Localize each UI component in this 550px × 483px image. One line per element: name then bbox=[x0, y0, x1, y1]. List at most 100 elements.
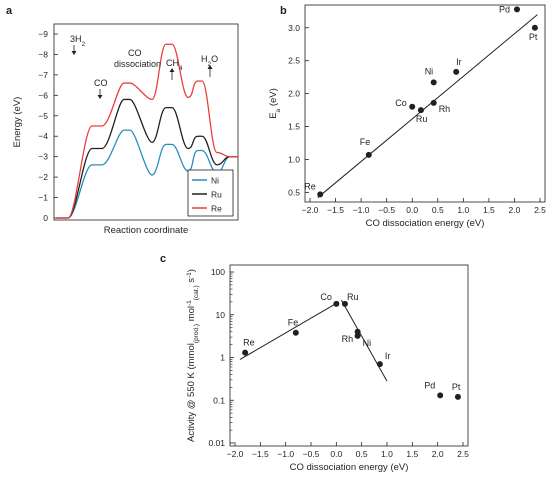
annotation-co-dissociation-2: dissociation bbox=[114, 59, 161, 69]
y-tick-label: 0.5 bbox=[288, 187, 300, 197]
y-tick-label: −3 bbox=[38, 152, 48, 162]
data-point-ir bbox=[453, 68, 460, 75]
annotation-ch4: CH4 bbox=[166, 58, 183, 72]
x-tick-label: 0.0 bbox=[330, 449, 342, 459]
x-axis-label: Reaction coordinate bbox=[104, 225, 189, 236]
data-point-co bbox=[333, 300, 340, 307]
text-part: 3H bbox=[70, 34, 82, 44]
annotation-co: CO bbox=[94, 78, 108, 88]
text-part: (eV) bbox=[268, 88, 279, 109]
text-part: ) bbox=[186, 269, 197, 272]
legend-label-ni: Ni bbox=[211, 176, 219, 186]
x-tick-label: 2.5 bbox=[534, 205, 546, 215]
x-tick-label: 1.0 bbox=[457, 205, 469, 215]
data-point-rh bbox=[430, 99, 437, 106]
y-tick-label: 2.5 bbox=[288, 56, 300, 66]
panel-letter: c bbox=[160, 253, 166, 265]
point-label-co: Co bbox=[320, 292, 332, 302]
text-part: H bbox=[201, 54, 208, 64]
x-tick-label: −1.0 bbox=[277, 449, 294, 459]
panel-letter: a bbox=[6, 5, 13, 17]
data-point-re bbox=[317, 191, 324, 198]
series-line-ru bbox=[56, 98, 238, 219]
x-tick-label: −1.0 bbox=[353, 205, 370, 215]
x-tick-label: −0.5 bbox=[303, 449, 320, 459]
y-tick-label: 10 bbox=[216, 310, 226, 320]
annotation-h2o: H2O bbox=[201, 54, 218, 68]
data-point-ir bbox=[376, 361, 383, 368]
fit-line-1 bbox=[239, 301, 340, 360]
x-tick-label: 0.5 bbox=[356, 449, 368, 459]
point-label-ir: Ir bbox=[385, 351, 391, 361]
text-part: s bbox=[186, 278, 197, 286]
arrow-ch4-head bbox=[169, 68, 175, 72]
panel-b: b 0.5 1.0 1.5 2.0 2.5 3.0 −2.0 −1.5 −1.0 −0.5 0.0 0.… bbox=[268, 4, 546, 229]
y-tick-label: 1 bbox=[220, 353, 225, 363]
data-point-ni bbox=[354, 332, 361, 339]
x-tick-label: 0.5 bbox=[432, 205, 444, 215]
point-label-pd: Pd bbox=[499, 4, 510, 14]
point-label-fe: Fe bbox=[288, 318, 299, 328]
x-tick-label: 0.0 bbox=[406, 205, 418, 215]
x-tick-label: −1.5 bbox=[252, 449, 269, 459]
x-tick-label: −2.0 bbox=[227, 449, 244, 459]
x-tick-label: 1.0 bbox=[381, 449, 393, 459]
data-point-pt bbox=[531, 24, 538, 31]
arrow-h2o-head bbox=[207, 65, 213, 69]
x-tick-label: −2.0 bbox=[302, 205, 319, 215]
point-label-ru: Ru bbox=[416, 114, 428, 124]
point-label-rh: Rh bbox=[342, 334, 354, 344]
y-tick-label: −1 bbox=[38, 193, 48, 203]
point-label-fe: Fe bbox=[360, 137, 371, 147]
y-tick-label: −9 bbox=[38, 29, 48, 39]
x-tick-label: 1.5 bbox=[483, 205, 495, 215]
point-label-re: Re bbox=[304, 181, 316, 191]
fit-line bbox=[317, 14, 538, 199]
data-point-pd bbox=[514, 6, 520, 13]
annotation-co-dissociation-1: CO bbox=[128, 48, 142, 58]
y-tick-label: −7 bbox=[38, 70, 48, 80]
data-point-co bbox=[409, 103, 416, 110]
data-point-re bbox=[242, 349, 249, 356]
point-label-re: Re bbox=[243, 338, 255, 348]
y-axis-label: Energy (eV) bbox=[12, 97, 23, 148]
y-axis-label: Ea (eV) bbox=[268, 88, 282, 119]
arrow-3h2-head bbox=[71, 51, 77, 55]
text-part: E bbox=[268, 112, 279, 118]
data-point-rh bbox=[354, 328, 361, 335]
data-point-fe bbox=[365, 151, 372, 158]
text-part: -1 bbox=[186, 272, 193, 278]
legend-label-re: Re bbox=[211, 204, 222, 214]
point-label-ni: Ni bbox=[363, 338, 372, 348]
text-part: CO bbox=[94, 78, 108, 88]
text-part: a bbox=[275, 108, 282, 112]
x-tick-label: 2.0 bbox=[509, 205, 521, 215]
x-tick-label: −1.5 bbox=[327, 205, 344, 215]
data-point-fe bbox=[292, 329, 299, 336]
panel-c: c 100 10 1 0.1 0.01−2.0 −1.5 −1.0 −0.5 0.0 0.5 1.0 1… bbox=[160, 253, 469, 473]
point-label-pd: Pd bbox=[424, 380, 435, 390]
y-tick-label: 100 bbox=[211, 267, 225, 277]
point-label-pt: Pt bbox=[529, 32, 538, 42]
text-part: mol bbox=[186, 306, 197, 324]
y-tick-label: −6 bbox=[38, 90, 48, 100]
y-tick-label: 0.1 bbox=[213, 395, 225, 405]
legend-label-ru: Ru bbox=[211, 190, 222, 200]
text-part: 2 bbox=[82, 41, 86, 48]
x-axis-label: CO dissociation energy (eV) bbox=[366, 218, 485, 229]
y-axis-label: Activity @ 550 K (mmol(prod.) mol-1(cat.… bbox=[186, 269, 200, 442]
fit-line-2 bbox=[340, 299, 388, 382]
data-point-pt bbox=[454, 393, 461, 400]
data-point-ni bbox=[430, 79, 437, 86]
y-tick-label: 1.5 bbox=[288, 122, 300, 132]
text-part: 4 bbox=[179, 65, 183, 72]
y-tick-label: 3.0 bbox=[288, 23, 300, 33]
x-tick-label: 2.5 bbox=[457, 449, 469, 459]
point-label-rh: Rh bbox=[439, 104, 451, 114]
y-tick-label: 1.0 bbox=[288, 154, 300, 164]
point-label-ir: Ir bbox=[456, 57, 462, 67]
x-tick-label: 2.0 bbox=[432, 449, 444, 459]
series-line-re bbox=[56, 43, 238, 219]
y-tick-label: −8 bbox=[38, 49, 48, 59]
